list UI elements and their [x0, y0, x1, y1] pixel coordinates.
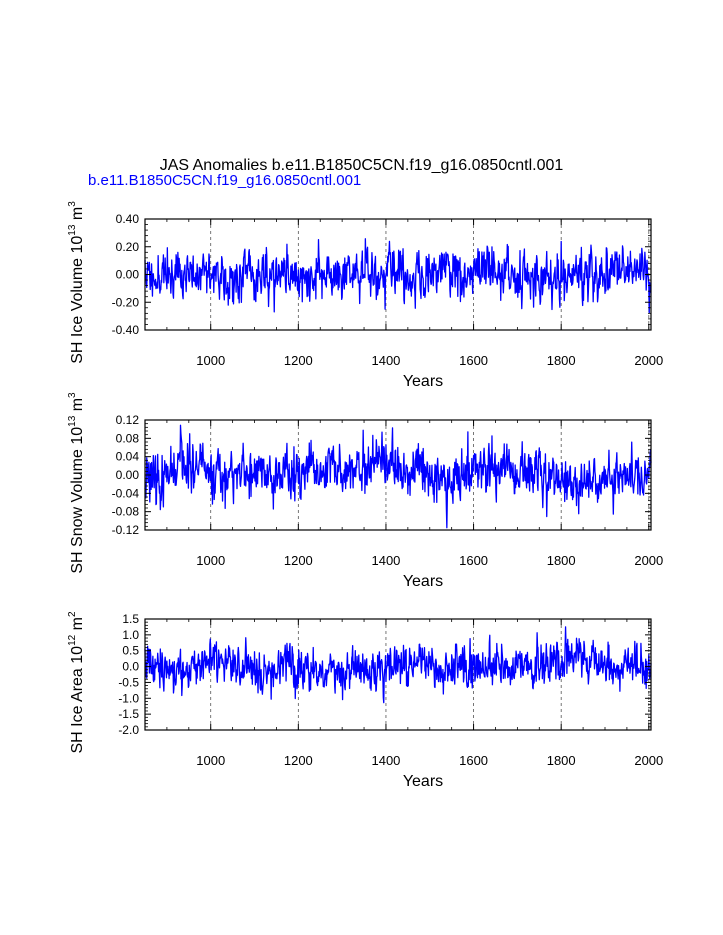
y-axis-label: SH Ice Area 1012 m2	[67, 611, 86, 754]
y-tick-label: 1.5	[122, 612, 139, 626]
x-tick-label: 1600	[459, 753, 488, 768]
y-tick-label: -0.40	[112, 323, 140, 337]
x-tick-label: 1000	[196, 753, 225, 768]
y-tick-label: -2.0	[118, 723, 139, 737]
y-axis-label: SH Ice Volume 1013 m3	[67, 201, 86, 364]
y-tick-label: 1.0	[122, 628, 139, 642]
x-tick-label: 1400	[371, 753, 400, 768]
y-axis-label: SH Snow Volume 1013 m3	[67, 392, 86, 574]
chart-panel-sh-ice-area: 1000 1200 1400 1600 1800 2000 -2.0 -1.5 -1.0 -0.5…	[67, 611, 663, 790]
series-subtitle: b.e11.B1850C5CN.f19_g16.0850cntl.001	[88, 172, 362, 189]
series-line-sh-ice-area	[144, 626, 652, 704]
x-tick-label: 1600	[459, 353, 488, 368]
y-tick-label: 0.04	[116, 450, 140, 464]
y-tick-label: 0.20	[116, 240, 140, 254]
x-tick-label: 1200	[284, 553, 313, 568]
y-tick-label: -0.04	[112, 486, 140, 500]
y-tick-label: -0.12	[112, 523, 140, 537]
series-line-sh-snow-volume	[144, 424, 652, 529]
y-tick-label: 0.00	[116, 468, 140, 482]
x-axis-label: Years	[403, 373, 443, 390]
x-tick-label: 1000	[196, 553, 225, 568]
chart-panel-sh-ice-volume: 1000 1200 1400 1600 1800 2000 -0.40 -0.20 0.00 0.…	[67, 201, 663, 390]
x-tick-label: 2000	[634, 353, 663, 368]
y-tick-label: -0.5	[118, 675, 139, 689]
y-tick-label: 0.40	[116, 212, 140, 226]
x-tick-label: 1000	[196, 353, 225, 368]
y-tick-label: 0.08	[116, 431, 140, 445]
y-tick-label: 0.12	[116, 413, 140, 427]
page-title: JAS Anomalies b.e11.B1850C5CN.f19_g16.08…	[159, 157, 564, 174]
x-tick-label: 2000	[634, 753, 663, 768]
x-tick-label: 1400	[371, 353, 400, 368]
x-tick-label: 1800	[547, 753, 576, 768]
y-tick-label: 0.5	[122, 644, 139, 658]
x-tick-label: 1400	[371, 553, 400, 568]
y-tick-label: 0.0	[122, 660, 139, 674]
x-tick-label: 1200	[284, 353, 313, 368]
x-tick-label: 1600	[459, 553, 488, 568]
x-tick-label: 1800	[547, 553, 576, 568]
plot-frame	[144, 618, 652, 731]
y-tick-label: -1.0	[118, 691, 139, 705]
y-tick-label: 0.00	[116, 268, 140, 282]
y-tick-label: -0.08	[112, 505, 140, 519]
x-axis-label: Years	[403, 573, 443, 590]
chart-panel-sh-snow-volume: 1000 1200 1400 1600 1800 2000 -0.12 -0.08 -0.04 0…	[67, 392, 663, 590]
x-tick-label: 1200	[284, 753, 313, 768]
x-tick-label: 2000	[634, 553, 663, 568]
x-tick-label: 1800	[547, 353, 576, 368]
y-tick-label: -0.20	[112, 295, 140, 309]
y-tick-label: -1.5	[118, 707, 139, 721]
x-axis-label: Years	[403, 773, 443, 790]
series-line-sh-ice-volume	[144, 238, 652, 314]
